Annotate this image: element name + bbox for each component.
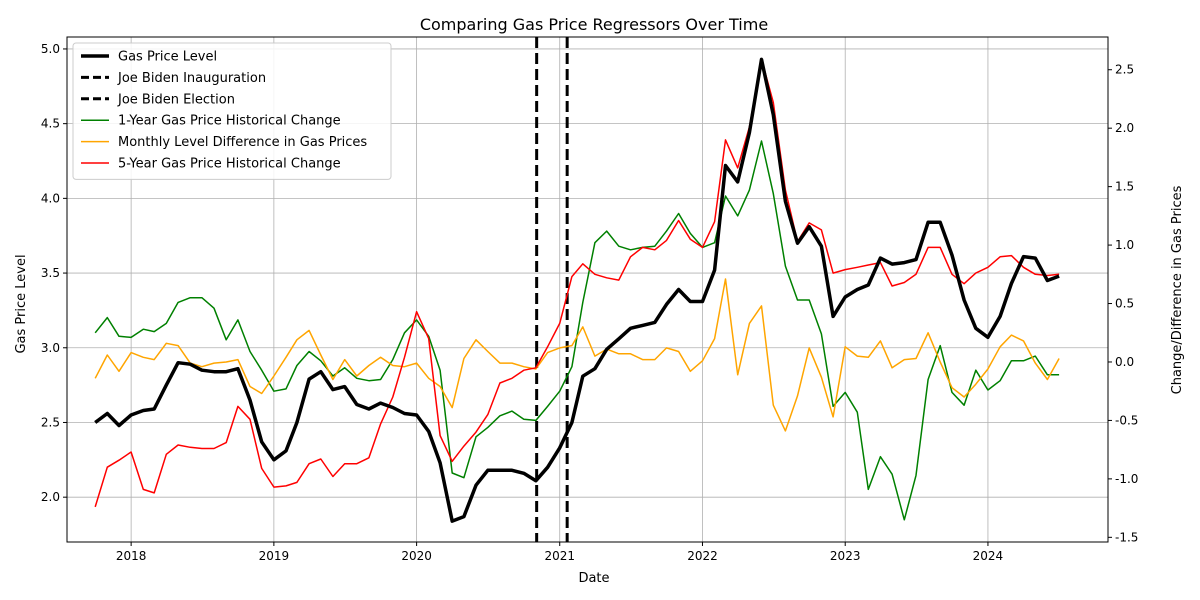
series-line [94,140,1060,521]
y-right-tick-label: 1.5 [1115,180,1134,194]
plot-frame [66,36,1109,543]
x-tick-label: 2020 [401,549,432,563]
series-line [94,57,1060,523]
y-left-tick-label: 4.5 [41,117,60,131]
y-left-tick-label: 3.5 [41,266,60,280]
y-axis-label-right: Change/Difference in Gas Prices [1170,185,1185,394]
vertical-markers [535,37,569,542]
series-layer [94,57,1060,523]
legend-label: Monthly Level Difference in Gas Prices [118,135,367,150]
chart-title: Comparing Gas Price Regressors Over Time [420,15,768,34]
y-right-tick-label: -0.5 [1115,413,1138,427]
y-right-tick-label: 0.5 [1115,297,1134,311]
legend-label: 1-Year Gas Price Historical Change [118,114,341,129]
series-line [94,58,1060,508]
y-right-tick-label: 2.5 [1115,63,1134,77]
x-tick-label: 2023 [830,549,861,563]
x-tick-label: 2018 [116,549,147,563]
legend-label: Gas Price Level [118,50,217,65]
x-tick-label: 2019 [259,549,290,563]
y-left-tick-label: 2.0 [41,490,60,504]
y-right-tick-label: -1.0 [1115,472,1138,486]
legend-label: Joe Biden Election [117,92,235,107]
x-tick-label: 2024 [973,549,1004,563]
legend-label: Joe Biden Inauguration [117,71,266,86]
x-axis: 2018 2019 2020 2021 2022 2023 2024 [116,542,1003,563]
y-right-tick-label: 0.0 [1115,355,1134,369]
y-left-tick-label: 5.0 [41,42,60,56]
x-tick-label: 2022 [687,549,718,563]
y-left-tick-label: 2.5 [41,415,60,429]
legend-label: 5-Year Gas Price Historical Change [118,157,341,172]
y-right-tick-label: -1.5 [1115,530,1138,544]
x-axis-label: Date [578,571,609,586]
y-right-tick-label: 2.0 [1115,121,1134,135]
x-tick-label: 2021 [544,549,575,563]
series-line [94,278,1060,432]
y-axis-label-left: Gas Price Level [14,254,29,353]
y-left-tick-label: 3.0 [41,341,60,355]
y-axis-left: 2.0 2.5 3.0 3.5 4.0 4.5 5.0 [41,42,67,504]
legend: Gas Price Level Joe Biden Inauguration Joe… [72,42,392,180]
y-right-tick-label: 1.0 [1115,238,1134,252]
y-axis-right: -1.5 -1.0 -0.5 0.0 0.5 1.0 1.5 2.0 2.5 [1108,63,1138,544]
legend-box [72,42,392,180]
y-left-tick-label: 4.0 [41,191,60,205]
